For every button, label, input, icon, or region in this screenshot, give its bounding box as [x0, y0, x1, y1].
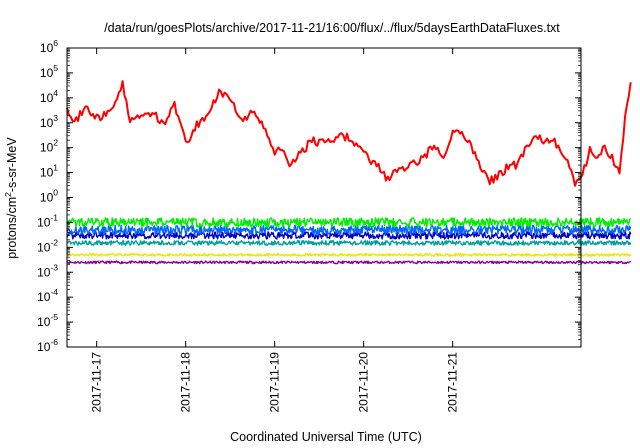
y-axis-label: protons/cm2-s-sr-MeV — [3, 137, 19, 259]
y-tick-label-exp: 6 — [53, 38, 58, 48]
y-axis-label-post: -s-sr-MeV — [5, 137, 19, 193]
y-tick-label: 104 — [40, 88, 58, 105]
y-tick-label-base: 10 — [40, 166, 54, 180]
series-line-4 — [66, 231, 632, 240]
y-tick-label-base: 10 — [40, 66, 54, 80]
y-tick-label: 10-1 — [37, 212, 58, 229]
y-tick-label: 105 — [40, 63, 58, 80]
y-tick-label-base: 10 — [37, 340, 51, 354]
y-tick-label-base: 10 — [40, 141, 54, 155]
series-line-2 — [66, 217, 632, 228]
y-tick-label: 10-6 — [37, 337, 58, 354]
plot-frame — [66, 47, 582, 348]
y-axis-label-pre: protons/cm — [5, 197, 19, 259]
y-tick-label-base: 10 — [37, 240, 51, 254]
y-tick-label-base: 10 — [37, 290, 51, 304]
series-line-1 — [66, 80, 632, 187]
y-tick-label: 106 — [40, 38, 58, 55]
x-axis-label: Coordinated Universal Time (UTC) — [230, 430, 422, 444]
y-tick-label-base: 10 — [37, 265, 51, 279]
y-tick-label-exp: -5 — [50, 312, 58, 322]
y-tick-label-exp: 2 — [53, 138, 58, 148]
y-tick-label-exp: -6 — [50, 337, 58, 347]
y-tick-label-exp: -1 — [50, 212, 58, 222]
x-axis: 2017-11-17 2017-11-18 2017-11-19 2017-11-20… — [90, 48, 460, 413]
y-axis: 10610510410310210110010-110-210-310-410-… — [37, 38, 581, 354]
y-tick-label: 10-3 — [37, 262, 58, 279]
y-tick-label-exp: 1 — [53, 163, 58, 173]
x-tick-label: 2017-11-17 — [90, 352, 104, 413]
x-tick-label: 2017-11-21 — [446, 352, 460, 413]
series-line-6 — [66, 252, 632, 257]
y-tick-label: 103 — [40, 113, 58, 130]
y-tick-label-base: 10 — [40, 91, 54, 105]
y-tick-label-base: 10 — [40, 116, 54, 130]
y-tick-label: 100 — [40, 188, 58, 205]
y-tick-label-exp: 3 — [53, 113, 58, 123]
y-axis-label-exp: 2 — [3, 192, 13, 197]
y-tick-label-exp: 5 — [53, 63, 58, 73]
y-tick-label: 10-2 — [37, 237, 58, 254]
y-tick-label-exp: 4 — [53, 88, 58, 98]
y-tick-label-exp: -2 — [50, 237, 58, 247]
y-tick-label-base: 10 — [37, 215, 51, 229]
y-tick-label: 10-5 — [37, 312, 58, 329]
y-tick-label-base: 10 — [40, 41, 54, 55]
y-tick-label: 101 — [40, 163, 58, 180]
series-layer — [66, 80, 632, 265]
y-tick-label-exp: -3 — [50, 262, 58, 272]
chart-title: /data/run/goesPlots/archive/2017-11-21/1… — [104, 21, 560, 35]
x-tick-label: 2017-11-18 — [179, 352, 193, 413]
y-tick-label-base: 10 — [37, 315, 51, 329]
y-tick-label: 102 — [40, 138, 58, 155]
x-tick-label: 2017-11-19 — [268, 352, 282, 413]
y-tick-label-base: 10 — [40, 191, 54, 205]
x-tick-label: 2017-11-20 — [357, 352, 371, 413]
y-tick-label-exp: 0 — [53, 188, 58, 198]
y-tick-label-exp: -4 — [50, 287, 58, 297]
y-tick-label: 10-4 — [37, 287, 58, 304]
series-line-5 — [67, 240, 632, 246]
series-line-7 — [66, 260, 631, 265]
series-line-3 — [66, 224, 632, 236]
